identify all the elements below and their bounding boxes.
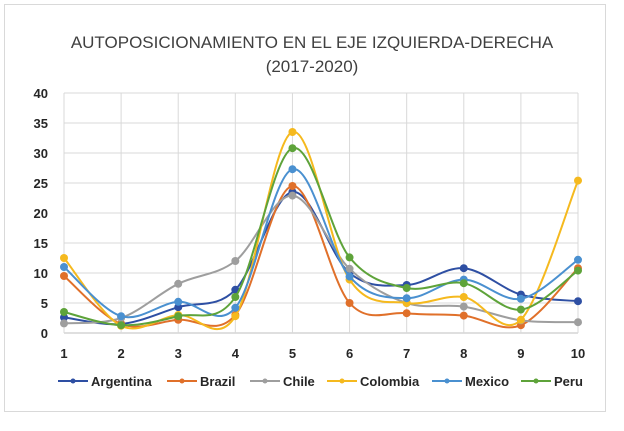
data-point-mexico — [516, 294, 525, 303]
data-point-mexico — [574, 255, 582, 264]
data-point-peru — [345, 253, 354, 262]
x-tick-label: 3 — [175, 346, 182, 361]
y-tick-label: 25 — [34, 176, 48, 191]
data-point-chile — [288, 191, 297, 200]
data-point-argentina — [574, 297, 582, 306]
legend-marker-peru — [533, 378, 539, 384]
y-tick-label: 15 — [34, 236, 48, 251]
data-point-chile — [231, 257, 240, 265]
legend-label-argentina: Argentina — [91, 374, 152, 389]
series-line-colombia — [63, 130, 579, 331]
legend-marker-chile — [262, 378, 268, 384]
data-point-chile — [574, 318, 582, 327]
data-point-brazil — [288, 182, 297, 190]
x-tick-label: 4 — [232, 346, 240, 361]
series-line-peru — [63, 147, 579, 327]
data-point-mexico — [174, 297, 183, 306]
data-point-peru — [117, 321, 126, 330]
data-point-peru — [516, 305, 525, 314]
legend-marker-brazil — [179, 378, 185, 384]
legend-label-colombia: Colombia — [360, 374, 420, 389]
data-point-peru — [288, 144, 297, 153]
data-point-argentina — [459, 264, 468, 273]
legend-marker-argentina — [70, 378, 76, 384]
data-point-chile — [60, 319, 68, 328]
y-tick-label: 40 — [34, 86, 48, 101]
x-tick-label: 1 — [60, 346, 67, 361]
chart-title: AUTOPOSICIONAMIENTO EN EL EJE IZQUIERDA-… — [71, 33, 554, 52]
data-point-colombia — [60, 254, 68, 262]
y-tick-label: 20 — [34, 206, 48, 221]
legend-label-mexico: Mexico — [465, 374, 509, 389]
legend-label-chile: Chile — [283, 374, 315, 389]
data-point-chile — [174, 279, 183, 288]
data-point-mexico — [231, 303, 240, 312]
data-point-peru — [60, 308, 68, 316]
series-line-argentina — [63, 191, 579, 326]
y-tick-label: 35 — [34, 116, 48, 131]
chart-subtitle: (2017-2020) — [266, 57, 359, 76]
x-tick-label: 8 — [460, 346, 467, 361]
data-point-brazil — [402, 309, 411, 318]
data-point-mexico — [117, 312, 126, 321]
data-point-chile — [345, 264, 354, 273]
x-tick-label: 2 — [117, 346, 124, 361]
legend-label-brazil: Brazil — [200, 374, 235, 389]
data-point-peru — [174, 312, 183, 321]
data-point-brazil — [459, 311, 468, 320]
x-tick-label: 9 — [517, 346, 524, 361]
data-point-mexico — [402, 294, 411, 303]
data-point-brazil — [60, 272, 68, 280]
series-line-brazil — [63, 184, 579, 329]
legend-marker-colombia — [339, 378, 345, 384]
x-tick-label: 5 — [289, 346, 296, 361]
data-point-colombia — [574, 176, 582, 185]
legend-label-peru: Peru — [554, 374, 583, 389]
y-tick-label: 10 — [34, 266, 48, 281]
data-point-colombia — [516, 315, 525, 324]
series-line-chile — [63, 194, 579, 325]
series-line-mexico — [63, 168, 579, 319]
data-point-colombia — [459, 293, 468, 301]
data-point-mexico — [345, 272, 354, 281]
data-point-peru — [459, 279, 468, 288]
y-tick-label: 30 — [34, 146, 48, 161]
data-point-peru — [231, 293, 240, 301]
data-point-mexico — [288, 165, 297, 174]
data-point-brazil — [345, 299, 354, 307]
y-tick-label: 5 — [41, 296, 48, 311]
data-point-peru — [402, 284, 411, 292]
legend-marker-mexico — [444, 378, 450, 384]
data-point-colombia — [231, 312, 240, 321]
data-point-colombia — [288, 128, 297, 136]
x-tick-label: 6 — [346, 346, 353, 361]
x-tick-label: 10 — [571, 346, 585, 361]
data-point-mexico — [60, 263, 68, 271]
chart-frame — [4, 4, 606, 412]
data-point-chile — [459, 302, 468, 311]
y-tick-label: 0 — [41, 326, 48, 341]
data-point-peru — [574, 266, 582, 275]
x-tick-label: 7 — [403, 346, 410, 361]
